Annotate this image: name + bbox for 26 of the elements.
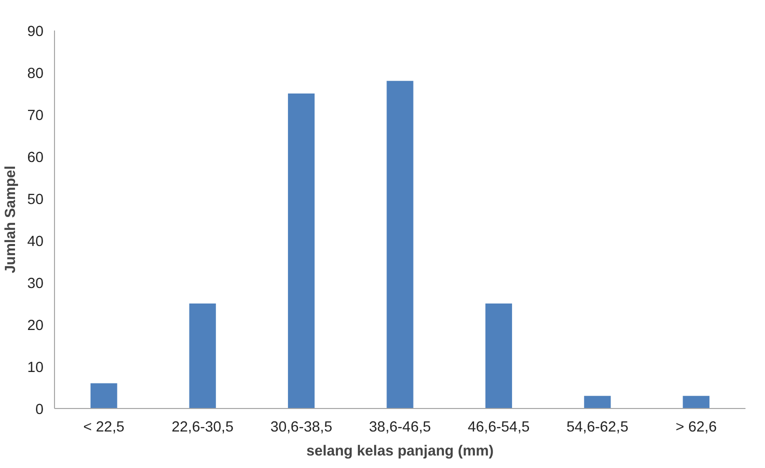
bar: [584, 396, 611, 408]
y-tick-label: 10: [27, 360, 44, 376]
bar: [386, 80, 414, 408]
x-tick-label: 38,6-46,5: [369, 420, 431, 436]
bar: [288, 94, 315, 408]
y-tick-label: 20: [27, 318, 44, 334]
x-tick-label: > 62,6: [676, 420, 717, 436]
x-tick-label: < 22,5: [83, 420, 124, 436]
x-tick-label: 22,6-30,5: [172, 420, 234, 436]
x-tick-label: 46,6-54,5: [468, 420, 530, 436]
y-tick-label: 70: [27, 108, 44, 124]
x-tick-label: 54,6-62,5: [566, 420, 628, 436]
y-tick-label: 60: [27, 150, 44, 166]
y-tick-label: 0: [35, 402, 44, 418]
x-axis-title: selang kelas panjang (mm): [306, 444, 494, 460]
y-axis-title: Jumlah Sampel: [3, 166, 20, 274]
y-tick-label: 50: [27, 192, 44, 208]
bar: [485, 304, 512, 408]
bar: [682, 396, 710, 408]
y-tick-label: 40: [27, 234, 44, 250]
y-tick-label: 80: [27, 66, 44, 82]
y-tick-label: 90: [27, 24, 44, 40]
bar: [189, 304, 216, 408]
bar: [90, 383, 118, 408]
y-tick-label: 30: [27, 276, 44, 292]
x-tick-label: 30,6-38,5: [270, 420, 332, 436]
